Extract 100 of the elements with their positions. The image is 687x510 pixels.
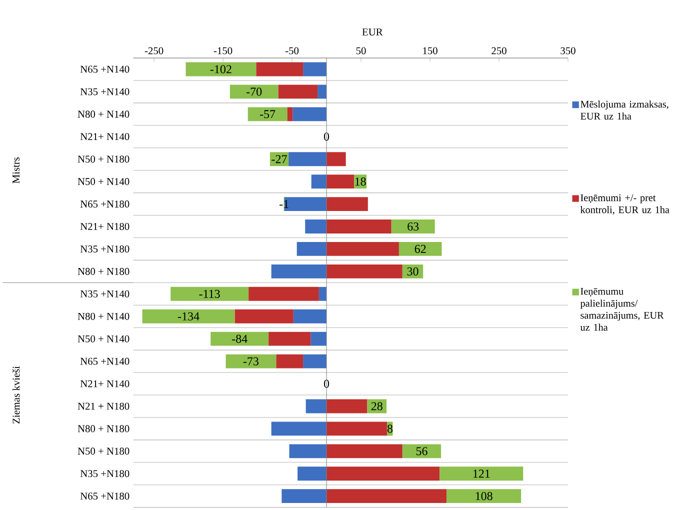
bar <box>398 242 442 256</box>
bar <box>303 62 327 76</box>
y-tick-label: N50 + N180 <box>78 448 130 455</box>
bar <box>170 286 249 301</box>
y-tick-label: N80 + N180 <box>78 268 130 275</box>
bar <box>326 220 392 234</box>
bar <box>326 489 447 504</box>
data-label: -1 <box>280 200 288 208</box>
data-label: -84 <box>232 334 248 343</box>
bar <box>288 152 327 166</box>
bar <box>248 107 288 122</box>
y-tick-label: N35 +N140 <box>80 290 130 298</box>
bar <box>326 264 402 278</box>
y-tick-label: N21+ N180 <box>80 222 130 230</box>
bar <box>186 62 256 76</box>
y-tick-label: N65 +N140 <box>80 66 130 73</box>
bar <box>440 466 524 481</box>
bar <box>271 264 327 278</box>
bar <box>248 286 319 301</box>
y-tick-label: N35 +N180 <box>80 470 130 478</box>
bar <box>402 444 442 458</box>
bar <box>142 309 235 324</box>
data-label: -57 <box>260 110 276 118</box>
bar <box>303 354 327 368</box>
bar <box>278 84 318 99</box>
bar <box>306 399 327 414</box>
y-tick-label: N35 +N180 <box>80 245 130 252</box>
data-label: 0 <box>324 132 330 141</box>
bar <box>326 422 388 436</box>
data-label: -102 <box>210 65 232 74</box>
bar <box>446 489 522 504</box>
y-tick-label: N21+ N140 <box>80 380 130 388</box>
x-tick-label: -50 <box>285 47 299 54</box>
bar <box>326 242 399 256</box>
bar <box>326 466 440 481</box>
data-label: 62 <box>414 244 426 254</box>
y-tick-label: N21 + N180 <box>78 402 130 410</box>
x-tick-label: -150 <box>214 47 232 54</box>
data-label: -70 <box>246 88 262 96</box>
bar <box>230 84 278 99</box>
x-axis-title: EUR <box>362 28 383 36</box>
y-tick-label: N65 +N140 <box>80 358 130 365</box>
bar <box>287 107 293 122</box>
y-tick-label: N50 + N140 <box>78 178 130 186</box>
data-label: 63 <box>408 222 419 231</box>
bar <box>256 62 304 76</box>
legend-label: Mēslojuma izmaksas, EUR uz 1ha <box>580 100 668 120</box>
x-tick-label: 250 <box>492 47 506 54</box>
bar <box>298 466 327 481</box>
data-label: -134 <box>178 312 200 320</box>
data-label: 121 <box>473 470 490 478</box>
data-label: -73 <box>243 357 259 366</box>
bar <box>311 174 327 189</box>
bar <box>292 107 327 122</box>
y-tick-label: N80 + N180 <box>78 425 130 432</box>
legend-label: Ieņēmumi +/- pret kontroli, EUR uz 1ha <box>580 194 670 215</box>
bar <box>326 197 368 211</box>
x-tick-label: -250 <box>144 47 164 54</box>
y-tick-label: N65 +N180 <box>80 492 130 500</box>
bar <box>326 399 368 414</box>
data-label: 8 <box>387 424 393 433</box>
x-tick-label: 50 <box>356 47 366 54</box>
bar <box>310 332 327 346</box>
data-label: 0 <box>324 380 330 388</box>
y-tick-label: N80 + N140 <box>78 110 130 118</box>
bar <box>210 332 269 346</box>
bar <box>326 444 402 458</box>
bar <box>226 354 276 368</box>
y-tick-label: N21+ N140 <box>80 133 130 140</box>
bar <box>326 152 346 166</box>
bar <box>391 220 435 234</box>
y-tick-label: N65 +N180 <box>80 200 130 208</box>
x-tick-label: 150 <box>423 47 438 54</box>
bar <box>271 422 327 436</box>
data-label: 30 <box>407 267 418 276</box>
bar <box>282 489 327 504</box>
bar <box>289 444 327 458</box>
y-tick-label: N35 +N140 <box>80 88 130 96</box>
y-tick-label: N50 + N180 <box>78 156 130 163</box>
x-tick-label: 350 <box>560 47 576 54</box>
data-label: -113 <box>199 290 220 298</box>
text: Ziemas kvieši <box>12 366 20 424</box>
bar <box>234 309 294 324</box>
y-tick-label: N50 + N140 <box>78 335 130 342</box>
bar <box>296 242 327 256</box>
bar <box>270 152 289 166</box>
data-label: 18 <box>355 178 366 186</box>
bar <box>326 174 354 189</box>
bar <box>293 309 327 324</box>
data-label: 108 <box>476 492 492 500</box>
bar <box>305 220 327 234</box>
bar <box>318 84 327 99</box>
data-label: 28 <box>371 402 382 410</box>
data-label: 56 <box>416 447 428 456</box>
text: Mistrs <box>12 157 20 184</box>
data-label: -27 <box>272 155 287 164</box>
bar <box>276 354 304 368</box>
y-tick-label: N80 + N140 <box>78 312 130 320</box>
bar <box>318 286 327 301</box>
legend-label: Ieņēmumu palielinājums/ samazinājums, EUR uz 1ha <box>580 288 664 331</box>
